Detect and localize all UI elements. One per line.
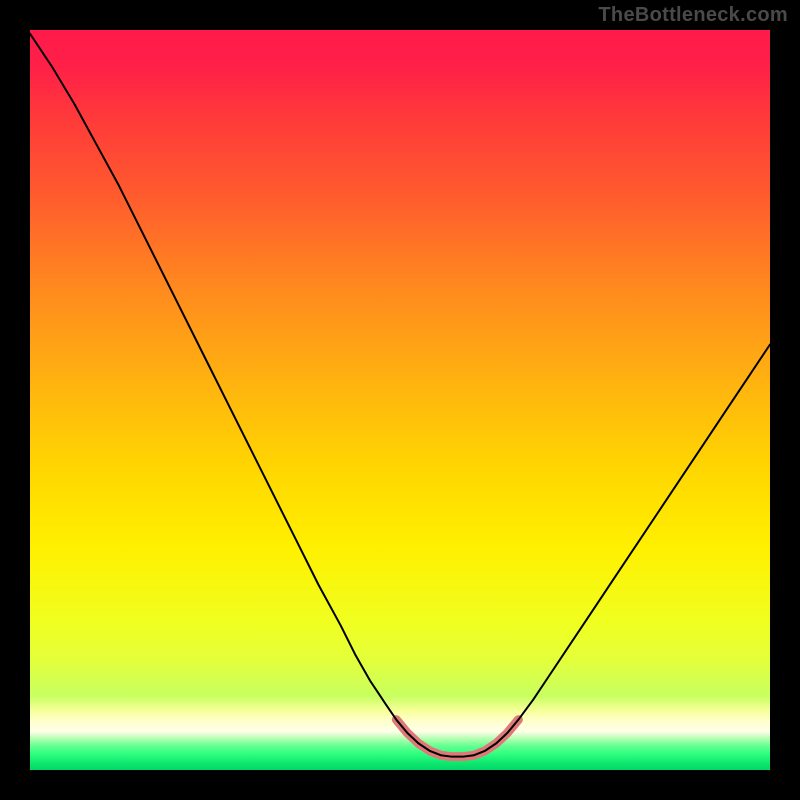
highlight-segment: [396, 720, 518, 757]
bottleneck-curve-line: [30, 34, 770, 757]
chart-curve-layer: [30, 30, 770, 770]
bottleneck-chart: [30, 30, 770, 770]
watermark-text: TheBottleneck.com: [598, 4, 788, 27]
